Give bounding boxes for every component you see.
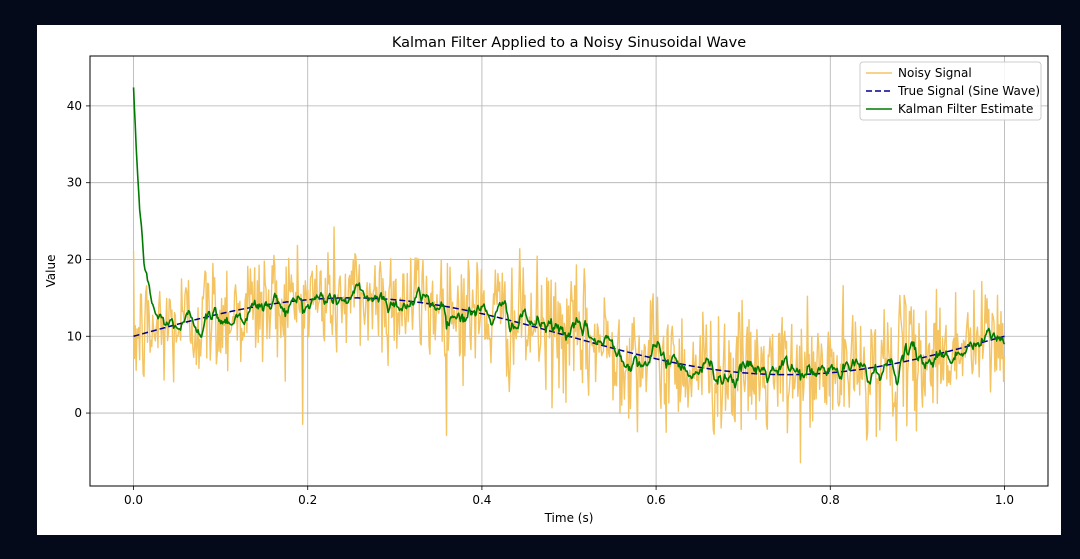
chart-title: Kalman Filter Applied to a Noisy Sinusoi… [392, 35, 746, 51]
y-axis-ticks: 0 10 20 30 40 [67, 99, 90, 420]
chart-figure: Kalman Filter Applied to a Noisy Sinusoi… [37, 25, 1061, 535]
y-tick-label: 30 [67, 176, 82, 190]
x-axis-label: Time (s) [544, 511, 594, 525]
x-tick-label: 0.8 [821, 493, 840, 507]
plot-frame [89, 55, 1049, 487]
legend-box [859, 61, 1042, 121]
y-tick-label: 0 [74, 406, 82, 420]
noisy-series-line [132, 226, 1006, 464]
legend-label: Noisy Signal [898, 66, 972, 80]
legend: Noisy Signal True Signal (Sine Wave) Kalma… [859, 61, 1042, 121]
x-tick-label: 0.4 [472, 493, 491, 507]
y-tick-label: 40 [67, 99, 82, 113]
y-tick-label: 20 [67, 252, 82, 266]
grid-lines [90, 56, 1048, 486]
y-tick-label: 10 [67, 329, 82, 343]
x-tick-label: 1.0 [995, 493, 1014, 507]
y-axis-label: Value [44, 255, 58, 288]
x-tick-label: 0.6 [647, 493, 666, 507]
legend-label: Kalman Filter Estimate [898, 102, 1033, 116]
x-tick-label: 0.2 [298, 493, 317, 507]
legend-label: True Signal (Sine Wave) [897, 84, 1040, 98]
kalman-series-line [132, 87, 1006, 389]
x-tick-label: 0.0 [124, 493, 143, 507]
x-axis-ticks: 0.0 0.2 0.4 0.6 0.8 1.0 [124, 486, 1014, 507]
kalman-chart: Kalman Filter Applied to a Noisy Sinusoi… [44, 35, 1049, 525]
